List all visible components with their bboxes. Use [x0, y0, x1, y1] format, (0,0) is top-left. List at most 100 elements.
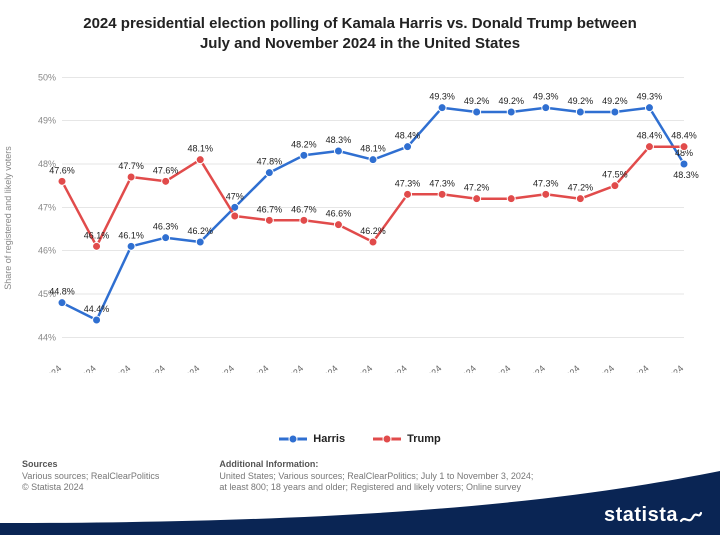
info-body: United States; Various sources; RealClea… [219, 471, 539, 494]
series-point [127, 173, 135, 181]
series-point [162, 177, 170, 185]
series-point [58, 177, 66, 185]
svg-text:44.4%: 44.4% [84, 304, 110, 314]
series-point [93, 242, 101, 250]
series-point [680, 160, 688, 168]
wave-icon [680, 505, 702, 527]
series-point [300, 151, 308, 159]
svg-text:49.2%: 49.2% [568, 96, 594, 106]
svg-text:46.1%: 46.1% [118, 230, 144, 240]
series-point [438, 103, 446, 111]
svg-text:48.3%: 48.3% [673, 170, 699, 180]
svg-text:50%: 50% [38, 72, 56, 82]
series-point [334, 220, 342, 228]
svg-text:47.6%: 47.6% [153, 165, 179, 175]
y-axis-label: Share of registered and likely voters [3, 146, 13, 290]
series-point [404, 142, 412, 150]
svg-text:47.3%: 47.3% [429, 178, 455, 188]
svg-text:49.3%: 49.3% [429, 91, 455, 101]
sources-body: Various sources; RealClearPolitics [22, 471, 159, 482]
series-point [231, 212, 239, 220]
svg-text:47.2%: 47.2% [568, 182, 594, 192]
legend-item-harris: Harris [279, 433, 345, 445]
series-point [507, 108, 515, 116]
title-line-1: 2024 presidential election polling of Ka… [83, 15, 636, 32]
svg-text:September 24, 2024: September 24, 2024 [413, 363, 478, 373]
info-column: Additional Information: United States; V… [219, 459, 539, 494]
svg-text:47.3%: 47.3% [533, 178, 559, 188]
svg-text:48.1%: 48.1% [187, 143, 213, 153]
svg-text:48.4%: 48.4% [637, 130, 663, 140]
sources-column: Sources Various sources; RealClearPoliti… [22, 459, 159, 494]
series-point [265, 168, 273, 176]
svg-text:49.2%: 49.2% [464, 96, 490, 106]
series-point [369, 155, 377, 163]
svg-text:47.6%: 47.6% [49, 165, 75, 175]
copyright: © Statista 2024 [22, 482, 159, 493]
svg-text:44.8%: 44.8% [49, 286, 75, 296]
svg-text:46.2%: 46.2% [360, 226, 386, 236]
svg-text:46%: 46% [38, 245, 56, 255]
info-heading: Additional Information: [219, 459, 539, 469]
chart-title: 2024 presidential election polling of Ka… [0, 0, 720, 55]
series-point [611, 181, 619, 189]
svg-text:46.7%: 46.7% [257, 204, 283, 214]
series-point [127, 242, 135, 250]
footer-text: Sources Various sources; RealClearPoliti… [22, 459, 539, 494]
line-chart: 44%45%46%47%48%49%50%July 1, 2024July 8,… [20, 63, 700, 373]
series-point [542, 190, 550, 198]
svg-text:July 1, 2024: July 1, 2024 [22, 363, 63, 373]
legend-item-trump: Trump [373, 433, 441, 445]
svg-text:44%: 44% [38, 332, 56, 342]
series-point [645, 142, 653, 150]
series-point [473, 108, 481, 116]
svg-text:47.2%: 47.2% [464, 182, 490, 192]
series-line-harris [62, 107, 684, 319]
svg-text:September 17, 2024: September 17, 2024 [379, 363, 444, 373]
logo-text: statista [604, 504, 678, 527]
series-point [576, 194, 584, 202]
series-point [611, 108, 619, 116]
svg-text:47.3%: 47.3% [395, 178, 421, 188]
svg-text:47.8%: 47.8% [257, 156, 283, 166]
series-point [58, 298, 66, 306]
svg-text:49.2%: 49.2% [602, 96, 628, 106]
series-point [300, 216, 308, 224]
series-point [196, 238, 204, 246]
svg-text:49.3%: 49.3% [637, 91, 663, 101]
sources-heading: Sources [22, 459, 159, 469]
series-point [404, 190, 412, 198]
series-point [93, 316, 101, 324]
title-line-2: July and November 2024 in the United Sta… [200, 35, 520, 52]
svg-text:46.1%: 46.1% [84, 230, 110, 240]
svg-text:47.7%: 47.7% [118, 161, 144, 171]
legend-label: Harris [313, 433, 345, 445]
svg-text:48.2%: 48.2% [291, 139, 317, 149]
svg-text:September 3, 2024: September 3, 2024 [313, 363, 374, 373]
series-point [576, 108, 584, 116]
svg-text:46.6%: 46.6% [326, 208, 352, 218]
svg-text:47.5%: 47.5% [602, 169, 628, 179]
series-point [162, 233, 170, 241]
series-point [265, 216, 273, 224]
svg-text:48.4%: 48.4% [671, 130, 697, 140]
svg-text:48.3%: 48.3% [326, 135, 352, 145]
legend-label: Trump [407, 433, 441, 445]
svg-text:47%: 47% [226, 191, 244, 201]
svg-text:48.1%: 48.1% [360, 143, 386, 153]
series-point [369, 238, 377, 246]
svg-text:49.2%: 49.2% [498, 96, 524, 106]
series-point [645, 103, 653, 111]
series-point [507, 194, 515, 202]
svg-text:September 10, 2024: September 10, 2024 [344, 363, 409, 373]
svg-text:46.7%: 46.7% [291, 204, 317, 214]
series-point [196, 155, 204, 163]
svg-text:47%: 47% [38, 202, 56, 212]
footer: Sources Various sources; RealClearPoliti… [0, 453, 720, 535]
series-point [473, 194, 481, 202]
svg-text:49.3%: 49.3% [533, 91, 559, 101]
svg-text:49%: 49% [38, 115, 56, 125]
legend: Harris Trump [0, 433, 720, 448]
svg-text:48.4%: 48.4% [395, 130, 421, 140]
statista-logo: statista [604, 504, 702, 527]
